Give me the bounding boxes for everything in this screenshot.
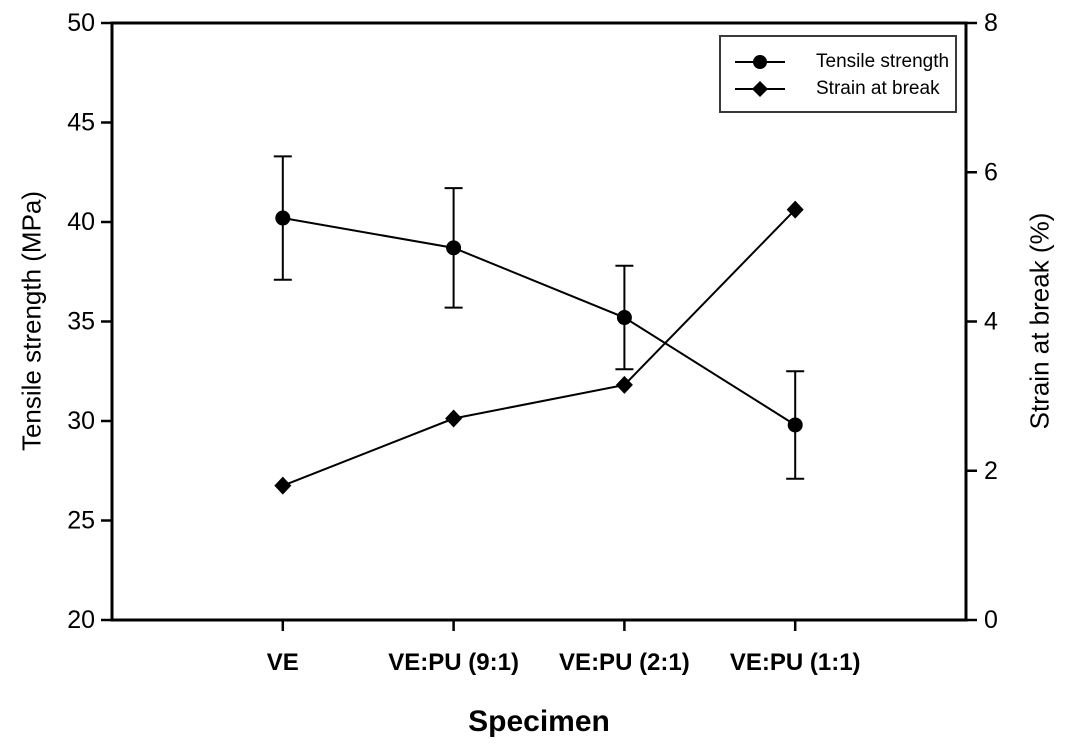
circle-marker-icon: [735, 54, 785, 69]
left-axis-tick-label: 20: [67, 606, 95, 634]
data-point-diamond: [445, 409, 463, 428]
data-point-diamond: [786, 200, 804, 219]
legend-item-tensile-strength: Tensile strength: [735, 48, 955, 75]
right-axis-tick-label: 4: [984, 308, 998, 336]
diamond-marker-icon: [735, 80, 785, 97]
series-strain-at-break: [274, 200, 804, 495]
x-category-label: VE:PU (2:1): [559, 649, 690, 676]
right-axis-ticks: 0 2 4 6 8: [966, 9, 998, 634]
series-line-strain-at-break: [282, 208, 796, 487]
x-category-label: VE: [267, 649, 299, 676]
series-tensile-strength: [273, 155, 805, 480]
x-axis-title: Specimen: [468, 705, 610, 738]
right-y-axis-title: Strain at break (%): [1024, 212, 1055, 430]
left-axis-tick-label: 40: [67, 208, 95, 236]
left-axis-tick-label: 30: [67, 407, 95, 435]
data-point-diamond: [274, 476, 292, 495]
right-axis-tick-label: 2: [984, 457, 998, 485]
series-line-tensile-strength: [282, 217, 796, 426]
data-point-circle: [616, 310, 632, 326]
left-y-axis-title: Tensile strength (MPa): [16, 190, 47, 452]
x-axis-ticks: VE VE:PU (9:1) VE:PU (2:1) VE:PU (1:1): [267, 620, 861, 676]
legend-label-tensile-strength: Tensile strength: [816, 50, 950, 72]
right-axis-tick-label: 8: [984, 9, 998, 37]
x-category-label: VE:PU (9:1): [388, 649, 519, 676]
left-axis-ticks: 20 25 30 35 40 45 50: [67, 9, 112, 634]
data-point-circle: [787, 417, 803, 433]
x-category-label: VE:PU (1:1): [730, 649, 861, 676]
left-axis-tick-label: 35: [67, 308, 95, 336]
left-axis-tick-label: 50: [67, 9, 95, 37]
left-axis-tick-label: 45: [67, 109, 95, 137]
right-axis-tick-label: 0: [984, 606, 998, 634]
left-axis-tick-label: 25: [67, 507, 95, 535]
data-point-circle: [446, 240, 462, 256]
data-point-diamond: [615, 375, 633, 394]
legend: Tensile strength Strain at break: [719, 35, 957, 113]
legend-label-strain-at-break: Strain at break: [816, 77, 940, 99]
right-axis-tick-label: 6: [984, 158, 998, 186]
data-point-circle: [275, 210, 291, 226]
legend-item-strain-at-break: Strain at break: [735, 75, 955, 102]
